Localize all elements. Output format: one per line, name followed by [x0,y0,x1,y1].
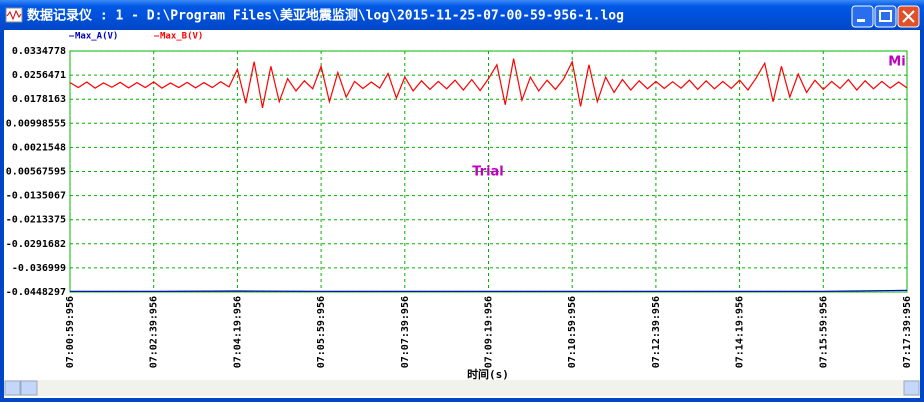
window-title: 数据记录仪 : 1 - D:\Program Files\美亚地震监测\log\… [27,8,624,24]
y-tick-label: -0.0135067 [6,191,66,202]
y-tick-label: 0.00567595 [6,167,66,178]
y-tick-label: -0.0291682 [6,239,66,250]
x-axis-label: 时间(s) [467,367,509,381]
x-tick-label: 07:02:39:956 [149,296,160,368]
x-tick-label: 07:05:59:956 [316,296,327,368]
x-tick-label: 07:10:59:956 [567,296,578,368]
x-tick-label: 07:04:19:956 [232,296,243,368]
x-tick-label: 07:14:19:956 [735,296,746,368]
minimize-button[interactable] [851,5,874,28]
app-icon-wave [6,9,22,21]
x-tick-label: 07:09:19:956 [484,296,495,368]
y-tick-label: -0.036999 [12,263,66,274]
y-tick-label: 0.0256471 [12,70,66,81]
scrollbar[interactable] [4,380,920,396]
x-tick-label: 07:17:39:956 [902,296,913,368]
watermark: Trial [472,165,504,180]
y-tick-label: 0.00998555 [6,118,66,129]
y-tick-label: -0.0213375 [6,215,66,226]
maximize-button[interactable] [874,5,897,28]
y-tick-label: 0.0021548 [12,142,66,153]
y-tick-label: 0.0334778 [12,46,66,57]
data-line [69,58,908,108]
x-tick-label: 07:00:59:956 [65,296,76,368]
y-tick-label: -0.0448297 [6,287,66,298]
y-tick-label: 0.0178163 [12,94,66,105]
data-line [70,289,908,292]
close-button[interactable] [897,5,920,28]
legend-label: Max_B(V) [160,32,203,42]
marker-label: Mi [888,55,905,70]
x-tick-label: 07:15:59:956 [818,296,829,368]
x-tick-label: 07:12:39:956 [651,296,662,368]
legend-label: Max_A(V) [75,32,118,42]
x-tick-label: 07:07:39:956 [400,296,411,368]
title-bar [0,0,924,30]
